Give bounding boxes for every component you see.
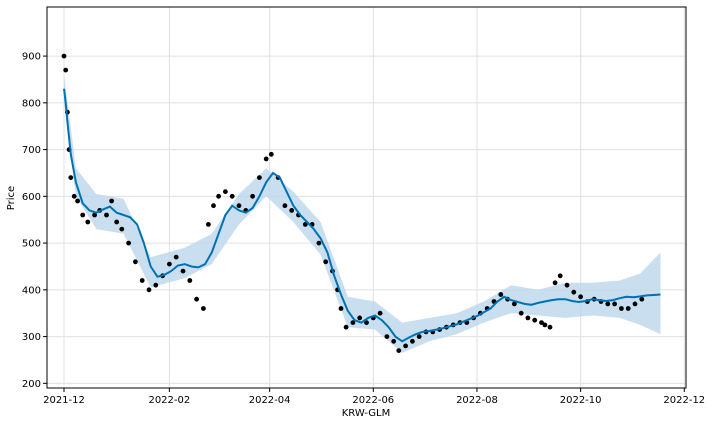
observed-point <box>625 306 631 311</box>
y-tick-label: 700 <box>22 145 41 156</box>
observed-point <box>139 278 145 283</box>
observed-point <box>410 338 415 344</box>
observed-point <box>557 273 563 279</box>
observed-point <box>571 289 577 295</box>
observed-point <box>126 240 131 246</box>
y-axis-label: Price <box>6 186 17 210</box>
observed-point <box>201 306 206 311</box>
observed-point <box>257 175 262 181</box>
observed-point <box>639 296 645 302</box>
observed-point <box>114 219 120 225</box>
observed-point <box>68 175 74 181</box>
x-tick-label: 2022-08 <box>456 395 498 406</box>
observed-point <box>578 294 583 300</box>
forecast-line <box>63 88 661 343</box>
observed-point <box>206 222 211 227</box>
observed-point <box>250 193 256 199</box>
observed-point <box>518 310 524 316</box>
observed-point <box>211 203 216 209</box>
observed-point <box>167 261 172 267</box>
observed-point <box>289 208 295 213</box>
observed-point <box>85 219 91 225</box>
observed-point <box>525 315 531 321</box>
observed-point <box>512 301 517 307</box>
observed-point <box>104 212 109 218</box>
observed-point <box>632 301 638 307</box>
observed-point <box>605 301 611 307</box>
x-axis-label: KRW-GLM <box>342 408 391 419</box>
observed-point <box>416 334 422 339</box>
y-tick-label: 900 <box>22 52 41 63</box>
observed-point <box>542 322 548 328</box>
observed-point <box>391 338 397 344</box>
observed-point <box>323 259 329 265</box>
observed-point <box>612 301 617 307</box>
x-tick-label: 2022-02 <box>148 395 190 406</box>
observed-point <box>173 254 179 260</box>
x-tick-label: 2022-10 <box>560 395 602 406</box>
observed-point <box>263 156 269 162</box>
x-tick-label: 2022-06 <box>352 395 394 406</box>
observed-point <box>187 278 193 283</box>
observed-point <box>343 324 349 330</box>
observed-point <box>109 198 114 204</box>
observed-point <box>316 240 322 246</box>
plot-frame <box>46 6 687 389</box>
observed-point <box>377 310 383 316</box>
observed-point <box>71 193 77 199</box>
observed-point <box>268 151 274 157</box>
observed-point <box>564 282 570 288</box>
y-tick-label: 500 <box>22 239 41 250</box>
observed-point <box>61 53 67 59</box>
observed-point <box>498 292 504 297</box>
observed-point <box>63 67 69 73</box>
observed-point <box>619 306 624 311</box>
observed-point <box>396 348 402 353</box>
observed-point <box>403 343 408 349</box>
x-tick-label: 2022-12 <box>663 395 705 406</box>
observed-point <box>223 189 228 195</box>
observed-point <box>302 222 308 227</box>
observed-point <box>357 315 363 321</box>
y-tick-label: 800 <box>22 98 41 109</box>
observed-point <box>146 287 152 293</box>
observed-point <box>92 212 97 218</box>
observed-point <box>153 282 159 288</box>
observed-point <box>532 317 538 323</box>
observed-point <box>133 259 138 265</box>
x-axis-ticks: 2021-12 2022-02 2022-04 2022-06 2022-08 2022-… <box>43 388 705 406</box>
observed-point <box>229 193 235 199</box>
observed-point <box>75 198 80 204</box>
observed-point <box>384 334 390 339</box>
observed-point <box>552 280 558 286</box>
observed-point <box>338 306 344 311</box>
y-tick-label: 300 <box>22 332 41 343</box>
observed-point <box>180 268 186 274</box>
y-tick-label: 400 <box>22 285 41 296</box>
observed-point <box>350 320 356 325</box>
x-tick-label: 2022-04 <box>249 395 291 406</box>
observed-point <box>80 212 86 218</box>
observed-point <box>282 203 288 209</box>
y-axis-ticks: 200 300 400 500 600 700 800 900 <box>22 52 47 390</box>
observed-point <box>216 193 222 199</box>
observed-point <box>119 226 125 232</box>
observed-point <box>539 320 544 325</box>
x-tick-label: 2021-12 <box>43 395 85 406</box>
observed-point <box>547 324 553 330</box>
y-tick-label: 600 <box>22 192 41 203</box>
observed-point <box>194 296 200 302</box>
observed-point <box>236 203 242 209</box>
observed-point <box>364 320 369 325</box>
y-tick-label: 200 <box>22 379 41 390</box>
